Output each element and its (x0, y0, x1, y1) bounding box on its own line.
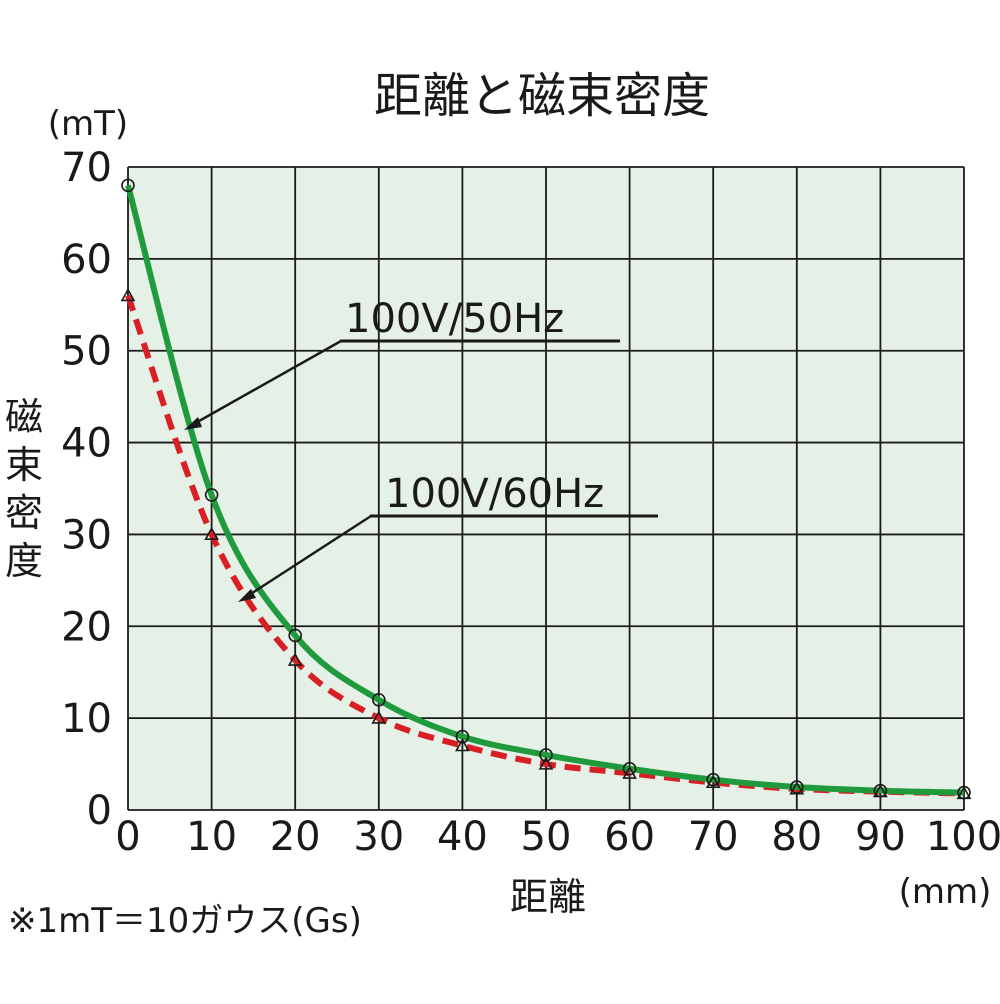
data-point-50hz (622, 761, 637, 776)
grid-lines (127, 166, 965, 811)
data-point-50hz (455, 729, 470, 744)
data-point-60hz (371, 710, 387, 724)
data-point-50hz (204, 488, 219, 502)
x-tick-label: 40 (437, 814, 488, 860)
data-point-50hz (539, 748, 553, 762)
y-tick-label: 0 (87, 788, 112, 834)
series-layer (120, 178, 972, 800)
data-point-50hz (121, 178, 135, 193)
y-axis-label-char: 束 (5, 443, 43, 487)
y-tick-label: 30 (61, 512, 112, 558)
arrowhead-50hz (184, 417, 202, 430)
x-tick-label: 0 (115, 814, 140, 860)
annotation-layer: 100V/50Hz 100V/60Hz (184, 296, 658, 602)
x-tick-label: 10 (186, 814, 237, 860)
data-point-60hz (204, 526, 219, 541)
y-tick-label: 60 (61, 237, 112, 283)
x-tick-label: 20 (270, 814, 321, 860)
tick-labels: 0 10 20 30 40 50 60 70 80 90 100 0 10 20 30 40 50 60 70 (61, 145, 1000, 860)
y-tick-label: 10 (61, 696, 112, 742)
y-axis-unit: (mT) (48, 104, 128, 144)
y-tick-label: 40 (61, 421, 112, 467)
y-axis-label-char: 磁 (5, 395, 43, 439)
x-tick-label: 60 (604, 814, 655, 860)
x-tick-label: 100 (926, 814, 1000, 860)
data-point-50hz (288, 628, 303, 643)
series-label-60hz: 100V/60Hz (385, 471, 604, 517)
chart-title: 距離と磁束密度 (374, 68, 710, 124)
data-point-50hz (957, 785, 971, 800)
data-point-50hz (873, 783, 888, 798)
arrowhead-60hz (238, 589, 256, 602)
x-tick-label: 70 (688, 814, 739, 860)
data-point-60hz (120, 287, 136, 302)
data-point-60hz (705, 774, 721, 789)
series-label-50hz-leader (191, 339, 342, 427)
data-point-50hz (789, 780, 804, 794)
series-line-50hz (125, 184, 965, 796)
y-tick-label: 20 (61, 604, 112, 650)
data-point-50hz (371, 692, 386, 707)
y-tick-label: 50 (61, 329, 112, 375)
x-axis-label: 距離 (510, 875, 586, 919)
y-axis-label: 磁束密度 (5, 395, 43, 583)
data-point-60hz (287, 652, 303, 666)
data-point-60hz (622, 765, 637, 779)
data-point-60hz (455, 738, 470, 752)
data-point-50hz (706, 772, 721, 787)
y-axis-label-char: 度 (5, 539, 43, 583)
y-axis-label-char: 密 (5, 491, 43, 535)
series-label-50hz: 100V/50Hz (345, 296, 564, 342)
series-label-60hz-leader (245, 514, 372, 599)
unit-conversion-note: ※1mT＝10ガウス(Gs) (8, 901, 362, 941)
x-axis-unit: (mm) (899, 872, 992, 912)
x-tick-label: 80 (771, 814, 822, 860)
data-point-60hz (538, 756, 554, 770)
x-tick-label: 50 (521, 814, 572, 860)
x-tick-label: 90 (855, 814, 906, 860)
y-tick-label: 70 (61, 145, 112, 191)
x-tick-label: 30 (353, 814, 404, 860)
